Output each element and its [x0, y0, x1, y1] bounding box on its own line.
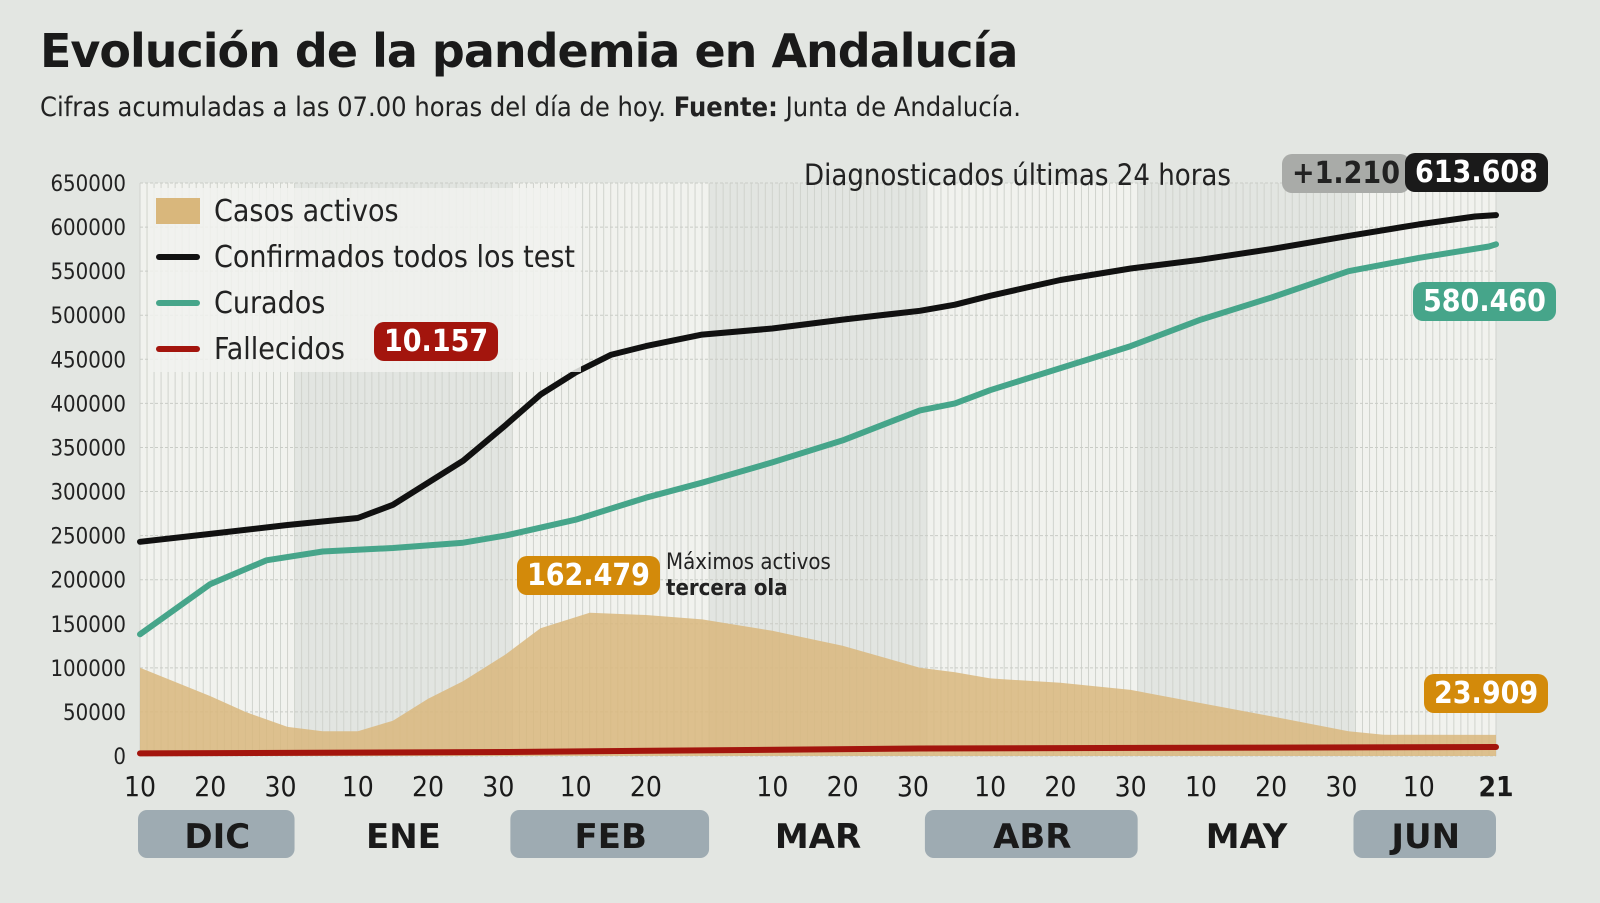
y-tick-label: 350000 — [50, 436, 126, 461]
x-tick-label: 10 — [974, 770, 1006, 803]
legend-swatch — [156, 198, 200, 224]
legend-item: Casos activos — [156, 188, 575, 234]
x-tick-label: 20 — [194, 770, 226, 803]
source-text: Junta de Andalucía. — [785, 92, 1021, 123]
active-last-badge: 23.909 — [1424, 674, 1549, 713]
legend-label: Fallecidos — [214, 331, 345, 367]
series-area-casos-activos — [140, 612, 1496, 756]
x-tick-label: 20 — [412, 770, 444, 803]
y-tick-label: 600000 — [50, 216, 126, 241]
y-tick-label: 400000 — [50, 392, 126, 417]
x-tick-label: 10 — [124, 770, 156, 803]
peak-label: Máximos activos tercera ola — [666, 550, 831, 602]
month-label-bg — [1353, 810, 1496, 858]
y-tick-label: 500000 — [50, 304, 126, 329]
x-tick-label: 10 — [1185, 770, 1217, 803]
y-tick-label: 150000 — [50, 613, 126, 638]
legend-swatch — [156, 346, 200, 352]
y-tick-label: 650000 — [50, 172, 126, 197]
x-tick-label: 20 — [1044, 770, 1076, 803]
y-tick-label: 0 — [113, 745, 126, 770]
month-label: DIC — [184, 817, 250, 857]
peak-active-badge: 162.479 — [517, 556, 660, 595]
source-label: Fuente: — [673, 92, 778, 123]
legend-label: Curados — [214, 285, 326, 321]
x-tick-label: 20 — [1255, 770, 1287, 803]
legend: Casos activos Confirmados todos los test C… — [150, 188, 581, 372]
recovered-total-badge: 580.460 — [1413, 282, 1556, 321]
month-label: JUN — [1389, 817, 1460, 857]
series-line-confirmados-todos-los-test — [137, 212, 1499, 545]
deaths-total-badge: 10.157 — [374, 322, 499, 361]
x-tick-label: 10 — [1403, 770, 1435, 803]
month-label-bg — [138, 810, 295, 858]
series-line-fallecidos — [137, 744, 1499, 757]
peak-label-2: tercera ola — [666, 576, 788, 601]
x-tick-label: 21 — [1478, 770, 1513, 803]
month-label: MAY — [1206, 817, 1288, 857]
x-tick-label: 20 — [827, 770, 859, 803]
subtitle-text: Cifras acumuladas a las 07.00 horas del … — [40, 92, 667, 123]
x-tick-label: 30 — [264, 770, 296, 803]
month-label-bg — [924, 810, 1138, 858]
y-tick-label: 200000 — [50, 569, 126, 594]
x-tick-label: 10 — [756, 770, 788, 803]
x-tick-label: 30 — [897, 770, 929, 803]
legend-swatch — [156, 300, 200, 306]
chart-title: Evolución de la pandemia en Andalucía — [40, 24, 1018, 78]
legend-label: Casos activos — [214, 193, 399, 229]
x-tick-label: 30 — [1325, 770, 1357, 803]
month-label: ABR — [993, 817, 1071, 857]
y-tick-label: 100000 — [50, 657, 126, 682]
legend-item: Fallecidos — [156, 326, 575, 372]
y-tick-label: 550000 — [50, 260, 126, 285]
legend-item: Curados — [156, 280, 575, 326]
legend-item: Confirmados todos los test — [156, 234, 575, 280]
month-label: ENE — [366, 817, 441, 857]
legend-swatch — [156, 254, 200, 260]
y-tick-label: 450000 — [50, 348, 126, 373]
diagnosed-delta-badge: +1.210 — [1282, 154, 1410, 193]
x-tick-label: 20 — [630, 770, 662, 803]
chart-subtitle: Cifras acumuladas a las 07.00 horas del … — [40, 92, 1021, 123]
x-tick-label: 10 — [560, 770, 592, 803]
x-tick-label: 30 — [482, 770, 514, 803]
month-label-bg — [510, 810, 710, 858]
y-tick-label: 250000 — [50, 525, 126, 550]
month-label: MAR — [775, 817, 861, 857]
x-tick-label: 30 — [1115, 770, 1147, 803]
month-band — [1137, 183, 1356, 756]
y-tick-label: 300000 — [50, 481, 126, 506]
month-label: FEB — [575, 817, 647, 857]
legend-label: Confirmados todos los test — [214, 239, 575, 275]
peak-label-1: Máximos activos — [666, 550, 831, 575]
confirmed-total-badge: 613.608 — [1405, 153, 1548, 192]
y-tick-label: 50000 — [63, 701, 126, 726]
x-tick-label: 10 — [342, 770, 374, 803]
diagnosed-label: Diagnosticados últimas 24 horas — [804, 158, 1232, 192]
